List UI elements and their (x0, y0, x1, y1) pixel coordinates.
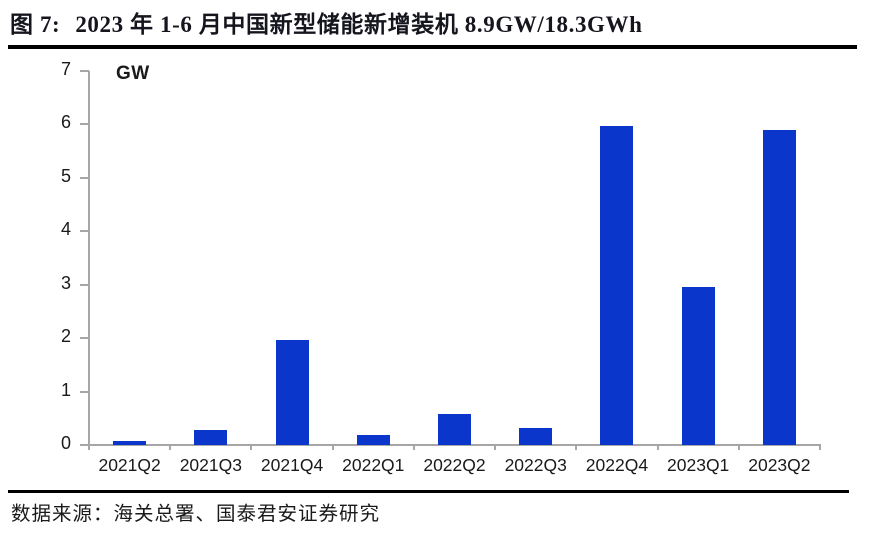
x-tick (656, 445, 659, 450)
bar-2023Q2 (762, 129, 796, 445)
x-axis-line (88, 444, 821, 446)
x-tick (412, 445, 415, 450)
bar-2021Q3 (194, 429, 228, 445)
y-tick (80, 390, 89, 393)
bar-2022Q3 (519, 427, 553, 445)
x-tick (819, 445, 821, 450)
bar-2022Q4 (600, 126, 634, 445)
x-tick-label-2022Q1: 2022Q1 (342, 455, 405, 475)
source-divider (8, 490, 849, 493)
y-tick-label: 3 (60, 272, 71, 293)
x-tick (737, 445, 740, 450)
bar-2022Q2 (438, 414, 471, 445)
title-underline (8, 45, 857, 49)
y-tick-label: 4 (60, 219, 71, 240)
x-tick-label-2021Q3: 2021Q3 (179, 455, 242, 475)
bar-2021Q4 (275, 340, 309, 445)
y-tick-label: 5 (60, 165, 71, 186)
x-tick-label-2021Q2: 2021Q2 (98, 455, 161, 475)
y-tick (80, 283, 89, 286)
x-tick (331, 445, 334, 450)
x-tick-label-2022Q3: 2022Q3 (504, 455, 567, 475)
bar-2021Q2 (113, 440, 147, 445)
y-tick (80, 176, 89, 179)
bar-2023Q1 (681, 287, 715, 445)
x-tick (494, 445, 497, 450)
x-tick (575, 445, 578, 450)
figure-title: 图 7: 2023 年 1-6 月中国新型储能新增装机 8.9GW/18.3GWh (10, 11, 643, 39)
x-tick-label-2022Q4: 2022Q4 (585, 455, 649, 475)
data-source-note: 数据来源：海关总署、国泰君安证券研究 (11, 504, 381, 525)
x-tick-label-2023Q1: 2023Q1 (667, 455, 730, 475)
x-tick (88, 445, 90, 450)
y-tick (80, 444, 89, 446)
bar-chart-plot-area: 0 1 2 3 4 5 6 7 2021Q2 2021Q3 2021Q4 2022Q1 2022Q2 20… (61, 59, 821, 475)
x-tick-label-2022Q2: 2022Q2 (423, 455, 486, 475)
x-tick (250, 445, 253, 450)
y-tick (80, 337, 89, 340)
y-tick (80, 70, 89, 72)
figure-title-text: 2023 年 1-6 月中国新型储能新增装机 8.9GW/18.3GWh (75, 12, 643, 37)
bar-2022Q1 (356, 435, 390, 445)
y-axis-unit-label: GW (116, 63, 150, 84)
y-tick-label: 6 (60, 112, 71, 133)
figure-number: 图 7: (10, 12, 61, 37)
y-tick (80, 123, 89, 126)
x-tick-label-2021Q4: 2021Q4 (260, 455, 324, 475)
y-tick-label: 0 (60, 433, 71, 453)
y-tick-label: 7 (60, 59, 71, 79)
x-tick-label-2023Q2: 2023Q2 (748, 455, 811, 475)
y-tick-label: 2 (60, 326, 71, 347)
y-tick-label: 1 (60, 379, 71, 400)
y-tick (80, 230, 89, 233)
y-axis-line (88, 71, 90, 445)
x-tick (169, 445, 172, 450)
